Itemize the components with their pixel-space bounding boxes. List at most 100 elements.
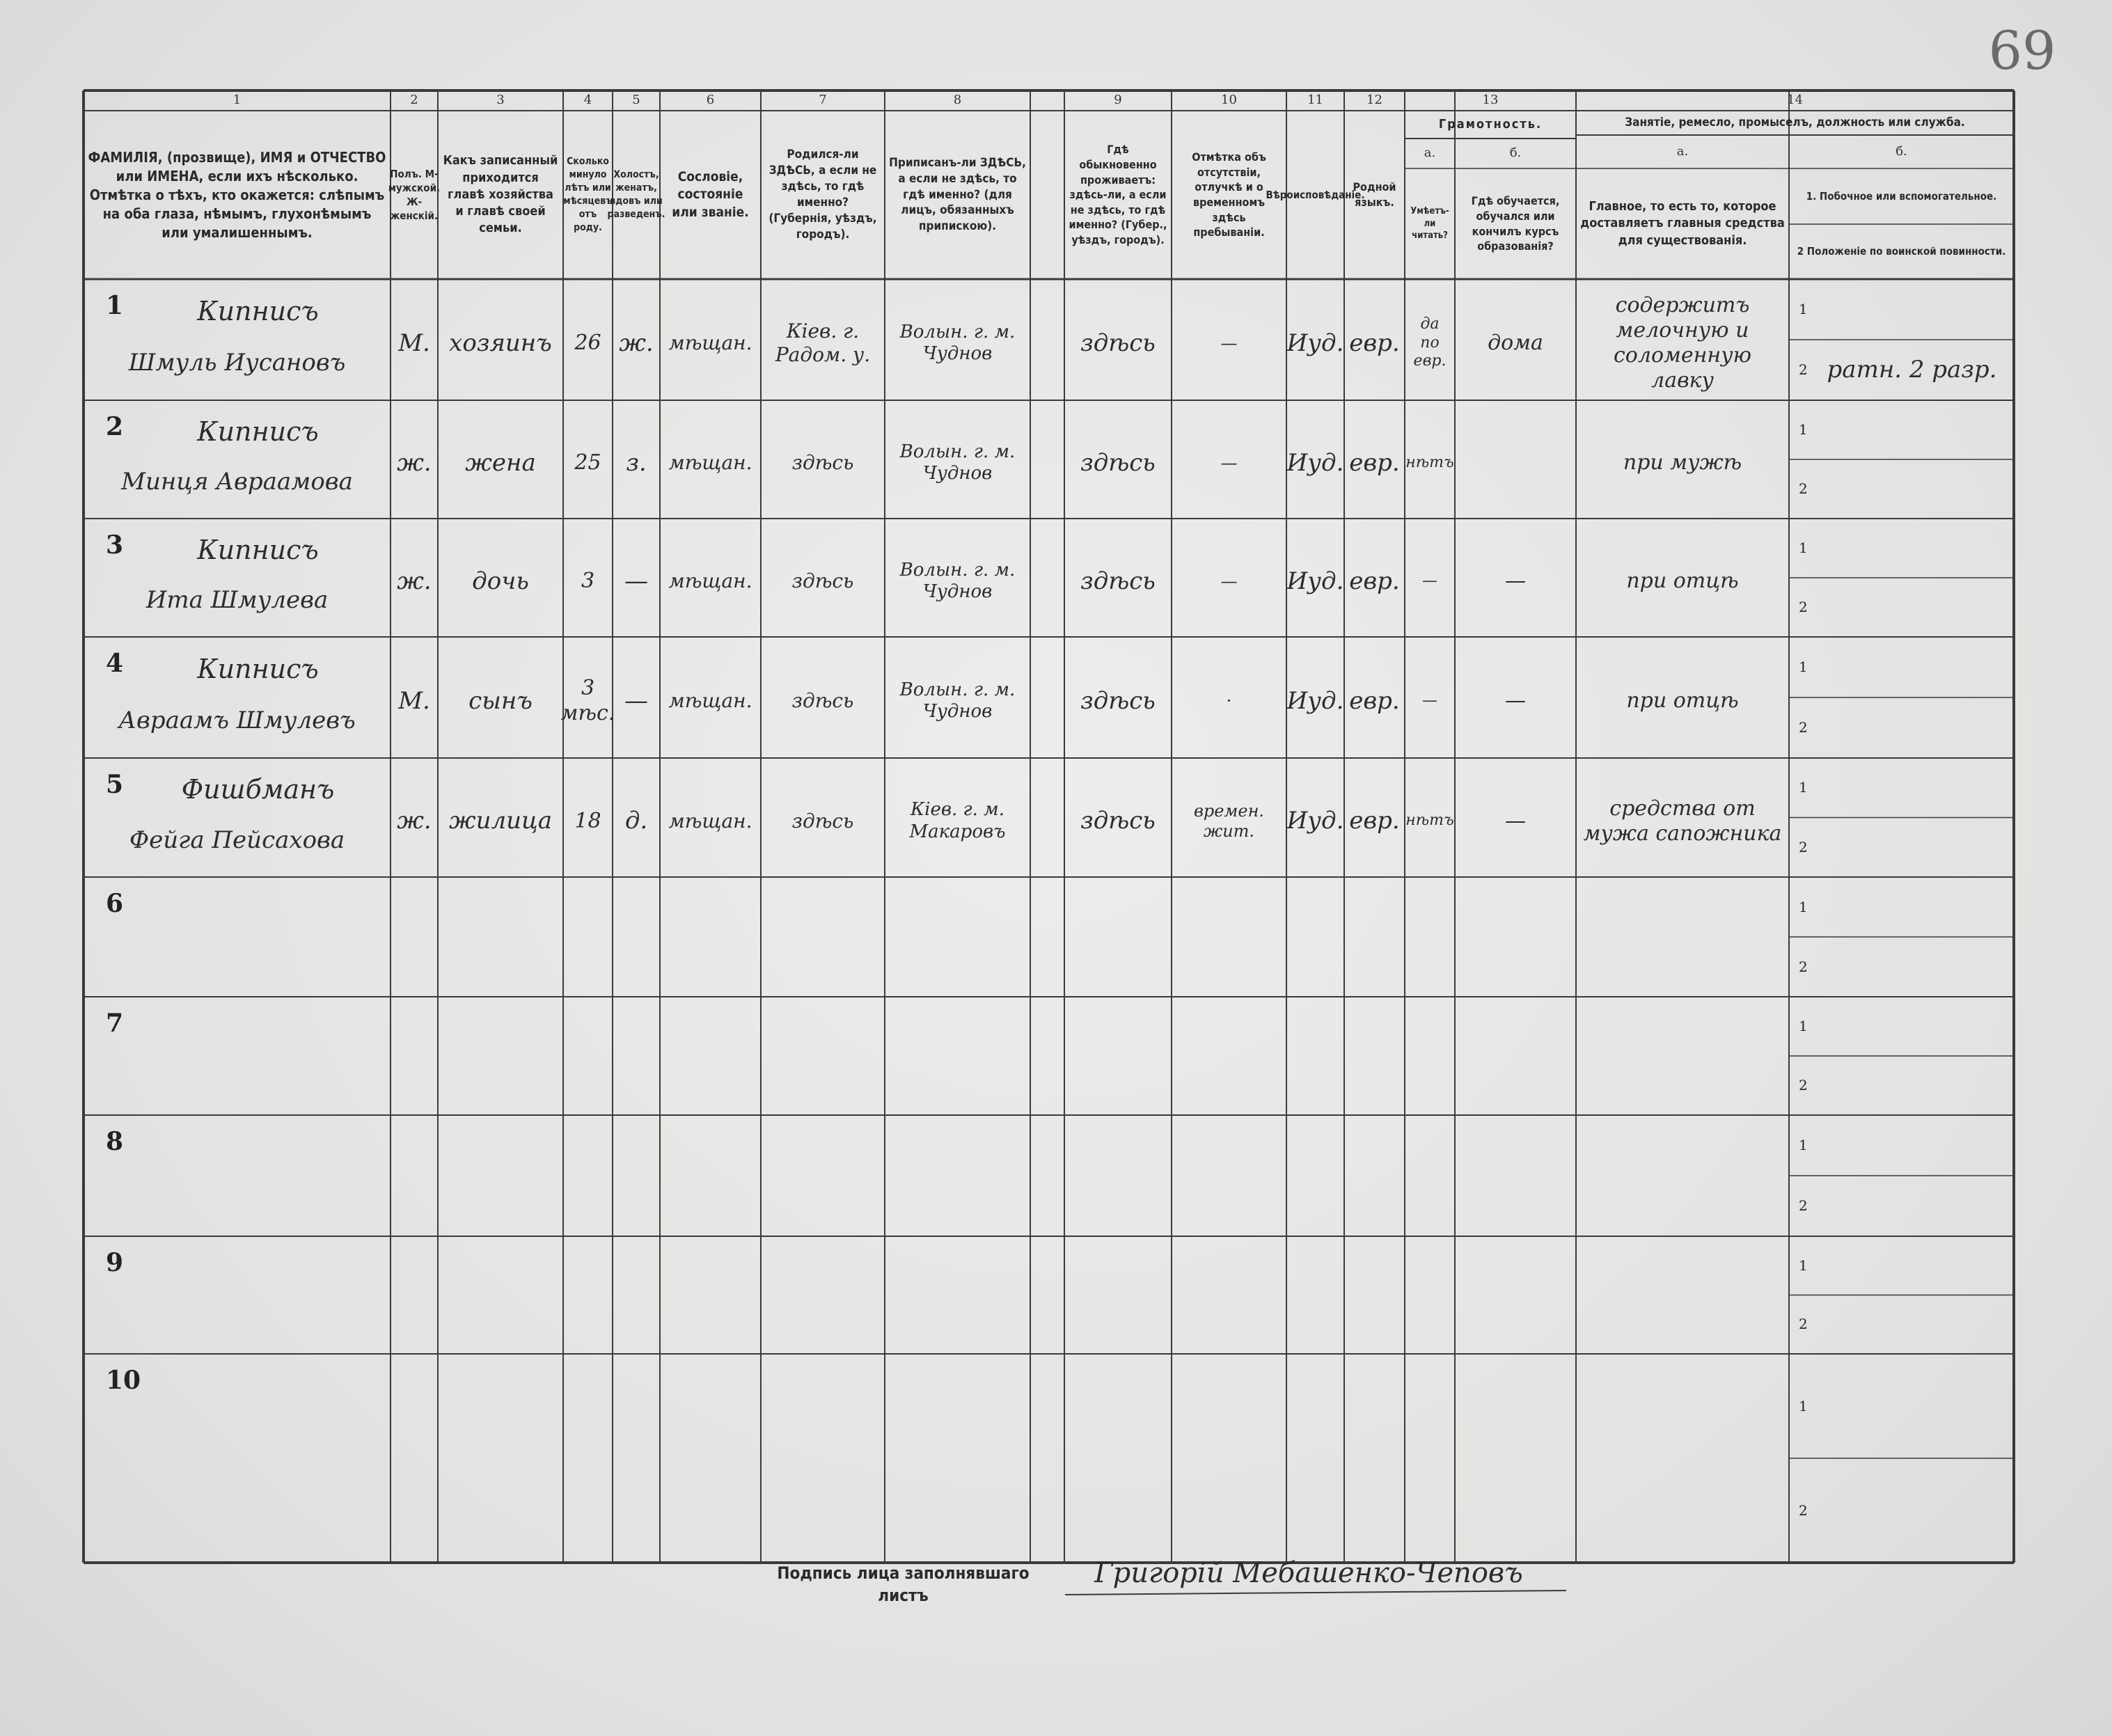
marital: ж. (619, 329, 654, 357)
column-header: Главное, то есть то, которое доставляетъ… (1580, 199, 1785, 248)
subrow-label: 1 (1799, 898, 1808, 915)
occupation: при отцѣ (1626, 569, 1739, 593)
sex: М. (398, 686, 430, 715)
column-letter: а. (1676, 143, 1689, 159)
age: 26 (574, 331, 601, 355)
sex: М. (398, 329, 430, 357)
absence: — (1220, 452, 1238, 473)
language: евр. (1349, 686, 1400, 715)
column-header: Грамотность. (1438, 116, 1543, 132)
surname: Фишбманъ (181, 773, 335, 805)
registration: Волын. г. м. Чуднов (899, 559, 1016, 602)
column-number: 1 (233, 93, 242, 108)
relation: жена (465, 448, 536, 477)
residence: здѣсь (1080, 567, 1156, 595)
estate: мѣщан. (668, 689, 752, 713)
registration: Волын. г. м. Чуднов (899, 441, 1016, 484)
subrow-label: 1 (1799, 1256, 1808, 1274)
subrow-label: 2 (1799, 719, 1808, 736)
relation: жилица (448, 807, 553, 835)
given-names: Минця Авраамова (121, 468, 353, 496)
subrow-label: 2 (1799, 599, 1808, 615)
column-header: Гдѣ обыкновенно проживаетъ: здѣсь-ли, а … (1069, 143, 1167, 246)
subrow-label: 2 (1799, 1501, 1808, 1519)
surname: Кипнисъ (197, 534, 319, 565)
row-number: 1 (106, 291, 124, 320)
religion: Иуд. (1286, 567, 1344, 595)
birthplace: здѣсь (791, 569, 854, 593)
column-number: 6 (706, 93, 715, 108)
subrow-label: 2 (1799, 1077, 1808, 1094)
absence: — (1220, 571, 1238, 591)
education: — (1505, 688, 1526, 713)
column-header: Умѣетъ-ли читать? (1410, 206, 1449, 242)
subrow-label: 2 (1799, 1316, 1808, 1333)
absence: — (1220, 333, 1238, 353)
column-header: 1. Побочное или вспомогательное. (1806, 189, 1997, 203)
row-number: 9 (106, 1248, 124, 1277)
marital: — (624, 567, 648, 595)
subrow-label: 1 (1799, 301, 1808, 317)
column-number: 2 (410, 93, 418, 108)
subrow-label: 1 (1799, 658, 1808, 675)
literate: нѣтъ (1405, 812, 1454, 830)
column-number: 11 (1307, 93, 1323, 108)
age: 3 (581, 569, 595, 593)
registration: Волын. г. м. Чуднов (899, 321, 1016, 364)
literate: да по евр. (1413, 315, 1447, 370)
birthplace: здѣсь (791, 809, 854, 833)
registration: Волын. г. м. Чуднов (899, 679, 1016, 722)
row-number: 5 (106, 770, 124, 799)
residence: здѣсь (1080, 807, 1156, 835)
literate: нѣтъ (1405, 453, 1454, 471)
marital: — (624, 686, 648, 715)
subrow-label: 1 (1799, 779, 1808, 796)
literate: — (1422, 691, 1437, 709)
given-names: Шмуль Иусановъ (128, 349, 346, 377)
given-names: Авраамъ Шмулевъ (118, 707, 356, 735)
column-header: Полъ. М-мужской. Ж-женскій. (388, 167, 441, 223)
given-names: Ита Шмулева (145, 586, 329, 615)
column-header: Занятіе, ремесло, промыселъ, должность и… (1625, 116, 1965, 130)
column-number: 13 (1482, 93, 1499, 108)
column-number: 8 (953, 93, 962, 108)
column-header: Холостъ, женатъ, вдовъ или разведенъ. (607, 169, 665, 220)
marital: д. (624, 807, 648, 835)
age: 3 мѣс. (560, 676, 615, 725)
column-header: ФАМИЛІЯ, (прозвище), ИМЯ и ОТЧЕСТВО или … (88, 148, 386, 241)
education: — (1505, 808, 1526, 833)
subrow-label: 1 (1799, 1137, 1808, 1153)
sex: ж. (397, 807, 432, 835)
language: евр. (1349, 329, 1400, 357)
column-number: 9 (1114, 93, 1122, 108)
column-number: 5 (632, 93, 640, 108)
column-letter: б. (1509, 145, 1522, 161)
column-header: Родился-ли ЗДѢСЬ, а если не здѣсь, то гд… (769, 148, 877, 242)
subrow-label: 2 (1799, 480, 1808, 497)
estate: мѣщан. (668, 331, 752, 355)
occupation: средства от мужа сапожника (1583, 796, 1782, 846)
column-number: 14 (1787, 93, 1803, 108)
occupation: при мужѣ (1623, 450, 1742, 475)
surname: Кипнисъ (197, 653, 319, 684)
row-number: 3 (106, 530, 124, 560)
age: 18 (574, 808, 601, 833)
subrow-label: 1 (1799, 1018, 1808, 1034)
signature-label: Подпись лица заполнявшаго листъ (777, 1563, 1030, 1605)
column-header: Сколько минуло лѣтъ или мѣсяцевъ отъ род… (563, 156, 613, 233)
column-number: 3 (496, 93, 505, 108)
row-number: 4 (106, 649, 124, 678)
religion: Иуд. (1286, 807, 1344, 835)
signature: Григорій Мебашенко-Чеповъ (1094, 1557, 1523, 1589)
column-header: 2 Положеніе по воинской повинности. (1797, 245, 2006, 258)
absence: · (1226, 691, 1232, 711)
education: дома (1488, 331, 1543, 355)
relation: сынъ (468, 686, 533, 715)
age: 25 (574, 450, 601, 475)
residence: здѣсь (1080, 329, 1156, 357)
subrow-label: 1 (1799, 421, 1808, 438)
column-header: Сословіе, состояніе или званіе. (672, 168, 749, 220)
birthplace: здѣсь (791, 689, 854, 713)
